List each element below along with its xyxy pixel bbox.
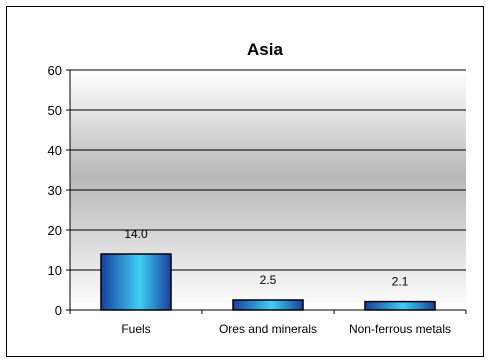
data-labels: 14.0 2.5 2.1 — [124, 227, 408, 289]
bar — [100, 253, 172, 311]
category-labels: Fuels Ores and minerals Non-ferrous metals — [121, 322, 451, 336]
y-tick-label: 10 — [48, 263, 62, 278]
category-label: Ores and minerals — [219, 322, 317, 336]
gridlines — [70, 69, 466, 271]
y-tick-label: 50 — [48, 103, 62, 118]
chart-title: Asia — [247, 40, 283, 59]
data-label: 2.5 — [260, 273, 277, 287]
y-axis: 0 10 20 30 40 50 60 — [48, 63, 71, 318]
y-tick-label: 60 — [48, 63, 62, 78]
data-label: 14.0 — [124, 227, 148, 241]
y-tick-label: 40 — [48, 143, 62, 158]
y-tick-label: 20 — [48, 223, 62, 238]
bar — [364, 300, 436, 311]
category-label: Non-ferrous metals — [349, 322, 451, 336]
bar — [232, 299, 304, 311]
y-tick-label: 0 — [55, 303, 62, 318]
category-label: Fuels — [121, 322, 150, 336]
y-tick-label: 30 — [48, 183, 62, 198]
bars — [100, 253, 436, 311]
data-label: 2.1 — [392, 275, 409, 289]
